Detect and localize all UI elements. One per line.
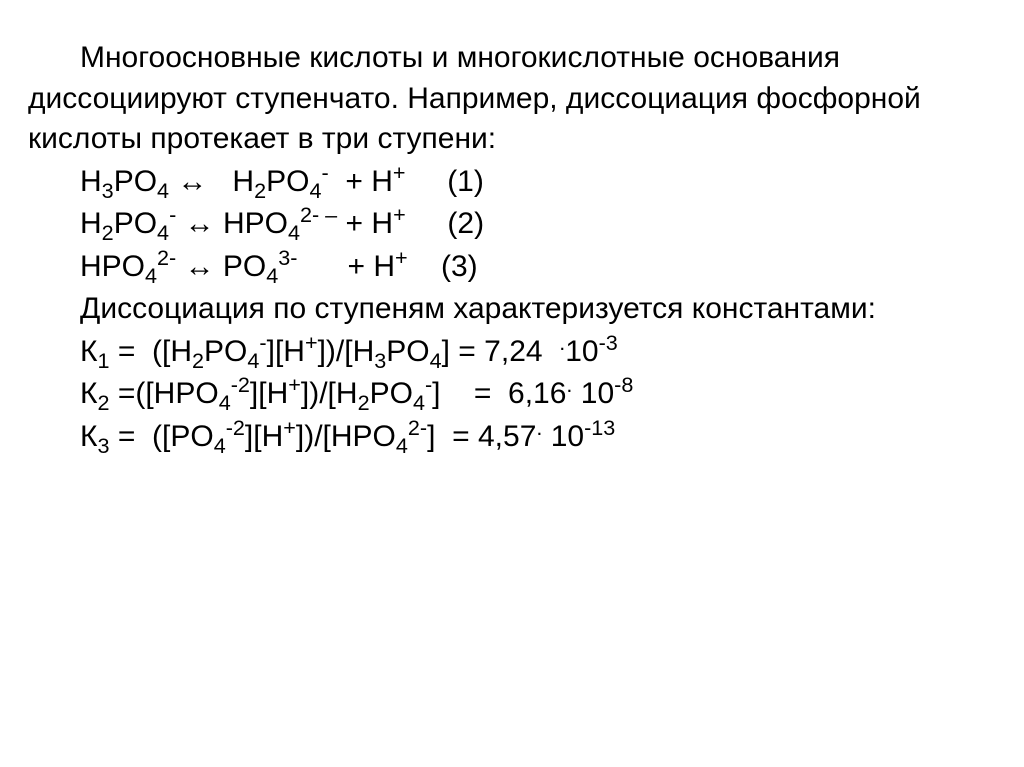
constant-k2: К2 =([HPO4-2][H+])/[H2PO4-] = 6,16. 10-8 [28,374,996,415]
equation-3: HPO42- ↔ PO43- + H+ (3) [28,247,996,288]
intro-paragraph: Многоосновные кислоты и многокислотные о… [28,38,996,160]
constant-k1: К1 = ([H2PO4-][H+])/[H3PO4] = 7,24 .10-3 [28,332,996,373]
mid-paragraph: Диссоциация по ступеням характеризуется … [28,289,996,330]
equation-2: H2PO4- ↔ HPO42- – + H+ (2) [28,204,996,245]
slide-content: Многоосновные кислоты и многокислотные о… [28,38,996,457]
equation-1: H3PO4 ↔ H2PO4- + H+ (1) [28,162,996,203]
constant-k3: К3 = ([PO4-2][H+])/[HPO42-] = 4,57. 10-1… [28,417,996,458]
